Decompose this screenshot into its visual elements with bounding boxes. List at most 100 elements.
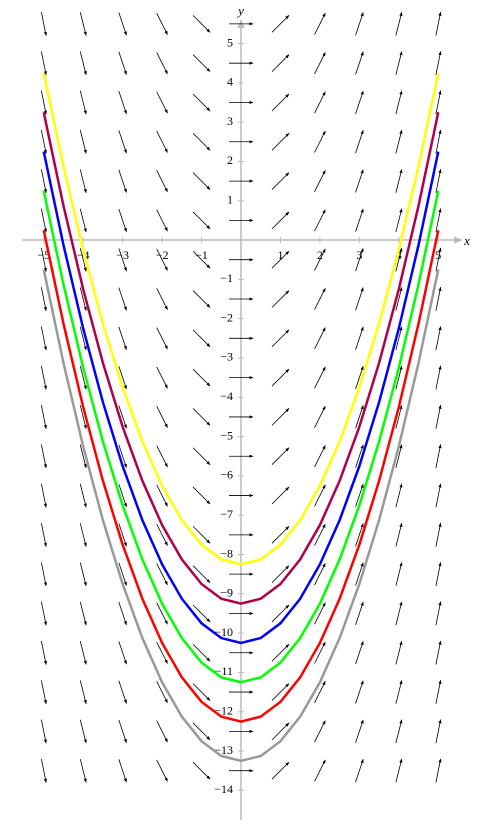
slope-arrow — [435, 51, 442, 76]
slope-arrow — [435, 326, 442, 351]
slope-arrow — [156, 759, 168, 782]
slope-arrow — [118, 366, 127, 390]
slope-arrow — [192, 211, 211, 230]
slope-arrow — [314, 720, 326, 743]
slope-arrow — [40, 90, 47, 115]
slope-arrow — [435, 365, 442, 390]
slope-arrow — [40, 640, 47, 665]
slope-arrow — [314, 91, 326, 114]
slope-arrow — [79, 758, 87, 783]
x-tick-label: −1 — [195, 248, 208, 262]
slope-arrow — [156, 602, 168, 625]
slope-arrow — [156, 91, 168, 114]
slope-arrow — [435, 129, 442, 154]
slope-arrow — [192, 447, 211, 465]
slope-arrow — [435, 208, 442, 233]
slope-arrow — [156, 170, 168, 193]
slope-arrow — [435, 522, 442, 547]
slope-arrow — [192, 250, 211, 269]
slope-arrow — [118, 130, 127, 154]
slope-arrow — [40, 365, 47, 390]
slope-arrow — [40, 287, 47, 312]
slope-arrow — [271, 447, 290, 465]
slope-arrow — [79, 130, 87, 154]
slope-arrow — [271, 486, 290, 505]
slope-arrow — [118, 51, 127, 75]
slope-arrow — [118, 759, 127, 783]
slope-arrow — [192, 486, 211, 505]
slope-arrow — [40, 444, 47, 469]
slope-arrow — [156, 641, 168, 664]
slope-arrow — [40, 405, 47, 430]
slope-arrow — [355, 719, 364, 743]
slope-arrow — [435, 601, 442, 626]
slope-arrow — [435, 11, 442, 36]
slope-arrow — [156, 366, 168, 389]
slope-arrow — [271, 368, 290, 387]
slope-arrow — [435, 758, 442, 783]
slope-arrow — [192, 644, 211, 662]
slope-arrow — [79, 641, 87, 665]
y-tick-label: −9 — [220, 586, 233, 600]
slope-arrow — [40, 719, 47, 744]
slope-arrow — [435, 679, 442, 704]
slope-arrow — [355, 287, 364, 311]
slope-arrow — [395, 286, 403, 311]
slope-arrow — [118, 523, 127, 547]
slope-arrow — [79, 287, 87, 312]
slope-arrow — [192, 93, 211, 112]
y-axis-label: y — [236, 3, 244, 18]
slope-arrow — [40, 758, 47, 783]
slope-arrow — [435, 404, 442, 429]
slope-arrow — [40, 523, 47, 548]
slope-arrow — [79, 208, 87, 233]
slope-arrow — [355, 523, 364, 547]
slope-arrow — [355, 247, 364, 272]
slope-arrow — [271, 54, 290, 72]
solution-curve — [42, 229, 440, 723]
slope-arrow — [271, 133, 290, 151]
slope-arrow — [271, 250, 290, 269]
slope-arrow — [435, 444, 442, 469]
slope-arrow — [192, 368, 211, 387]
slope-arrow — [395, 601, 403, 626]
slope-arrow — [435, 90, 442, 115]
slope-arrow — [355, 680, 364, 704]
y-tick-label: −1 — [220, 271, 233, 285]
slope-arrow — [118, 169, 127, 193]
slope-arrow — [156, 52, 168, 75]
slope-arrow — [40, 601, 47, 626]
y-tick-label: −8 — [220, 546, 233, 560]
slope-arrow — [118, 641, 127, 665]
slope-arrow — [118, 680, 127, 704]
slope-arrow — [314, 641, 326, 664]
slope-arrow — [192, 15, 211, 33]
x-tick-label: 3 — [356, 248, 362, 262]
slope-arrow — [395, 640, 403, 665]
slope-arrow — [395, 444, 403, 468]
slope-arrow — [314, 209, 326, 232]
slope-arrow — [271, 565, 290, 583]
y-tick-label: −11 — [215, 664, 233, 678]
x-tick-label: 5 — [435, 248, 441, 262]
slope-arrow — [156, 484, 168, 507]
slope-arrow — [79, 523, 87, 547]
solution-curve — [42, 72, 440, 566]
slope-arrow — [79, 680, 87, 705]
slope-arrow — [355, 601, 364, 625]
slope-arrow — [395, 404, 403, 429]
x-tick-label: −2 — [156, 248, 169, 262]
slope-arrow — [355, 12, 364, 36]
x-axis-label: x — [463, 233, 470, 248]
y-tick-label: −2 — [220, 310, 233, 324]
slope-arrow — [192, 133, 211, 151]
y-tick-label: −10 — [214, 625, 233, 639]
slope-arrow — [395, 365, 403, 390]
slope-arrow — [395, 208, 403, 233]
slope-arrow — [395, 680, 403, 704]
slope-arrow — [314, 484, 326, 507]
slope-arrow — [79, 601, 87, 626]
y-tick-label: −12 — [214, 703, 233, 717]
slope-arrow — [355, 208, 364, 232]
y-tick-label: −13 — [214, 743, 233, 757]
